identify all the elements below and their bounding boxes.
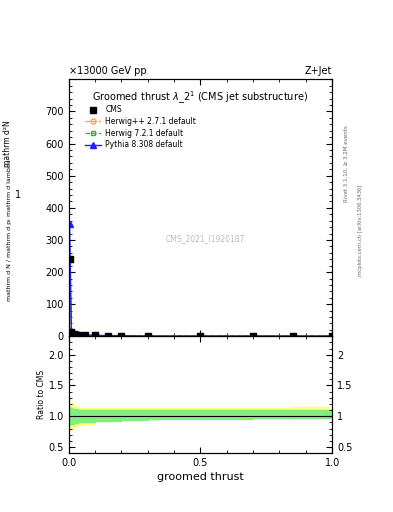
X-axis label: groomed thrust: groomed thrust — [157, 472, 244, 482]
Text: CMS_2021_I1920187: CMS_2021_I1920187 — [166, 234, 245, 243]
Text: ×13000 GeV pp: ×13000 GeV pp — [69, 66, 147, 75]
Y-axis label: Ratio to CMS: Ratio to CMS — [37, 370, 46, 419]
Text: mcplots.cern.ch [arXiv:1306.3436]: mcplots.cern.ch [arXiv:1306.3436] — [358, 185, 363, 276]
Text: 1: 1 — [15, 189, 21, 200]
Text: mathrm d²N: mathrm d²N — [4, 120, 12, 167]
Legend: CMS, Herwig++ 2.7.1 default, Herwig 7.2.1 default, Pythia 8.308 default: CMS, Herwig++ 2.7.1 default, Herwig 7.2.… — [83, 104, 198, 151]
Text: Groomed thrust $\lambda\_2^1$ (CMS jet substructure): Groomed thrust $\lambda\_2^1$ (CMS jet s… — [92, 90, 309, 106]
Text: mathrm d N / mathrm d pₜ mathrm d lambda: mathrm d N / mathrm d pₜ mathrm d lambda — [7, 160, 12, 301]
Text: Rivet 3.1.10, ≥ 3.2M events: Rivet 3.1.10, ≥ 3.2M events — [344, 125, 349, 202]
Text: Z+Jet: Z+Jet — [305, 66, 332, 75]
